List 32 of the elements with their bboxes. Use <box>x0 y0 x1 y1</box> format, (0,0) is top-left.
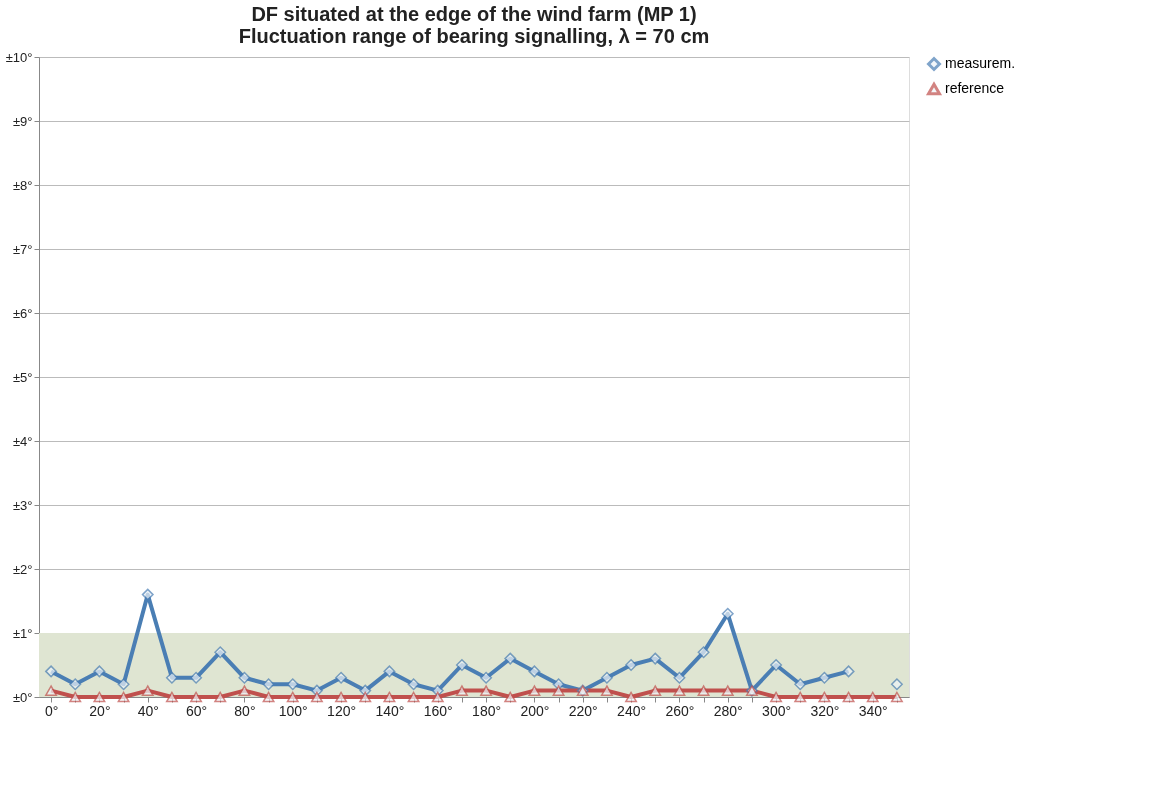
x-tick-label: 340° <box>858 702 888 719</box>
x-tick-label: 120° <box>327 702 357 719</box>
x-tick-label: 200° <box>520 702 550 719</box>
x-tick-label: 320° <box>810 702 840 719</box>
y-tick-label: ±6° <box>12 305 33 321</box>
y-tick-label: ±8° <box>12 177 33 193</box>
y-tick-label: ±4° <box>12 433 33 449</box>
x-tick-label: 300° <box>762 702 792 719</box>
x-tick-label: 220° <box>568 702 598 719</box>
y-tick-label: ±1° <box>12 625 33 641</box>
y-tick-label: ±5° <box>12 369 33 385</box>
x-tick-label: 80° <box>234 702 256 719</box>
chart-title: DF situated at the edge of the wind farm (MP 1) Fluctuation range of bearing signalling, λ = 70 cm <box>238 3 710 47</box>
y-tick-label: ±7° <box>12 241 33 257</box>
x-tick-label: 160° <box>423 702 453 719</box>
x-tick-label: 20° <box>89 702 111 719</box>
y-tick-label: ±2° <box>12 561 33 577</box>
x-tick-label: 100° <box>278 702 308 719</box>
y-tick-label: ±0° <box>12 689 33 705</box>
y-tick-label: ±9° <box>12 113 33 129</box>
x-tick-label: 260° <box>665 702 695 719</box>
x-tick-label: 0° <box>44 702 59 719</box>
x-tick-label: 240° <box>617 702 647 719</box>
legend-label: reference <box>945 80 1005 96</box>
x-tick-label: 40° <box>137 702 159 719</box>
legend-label: measurem. <box>945 55 1016 71</box>
y-tick-label: ±10° <box>5 49 33 65</box>
x-tick-label: 180° <box>472 702 502 719</box>
x-tick-label: 140° <box>375 702 405 719</box>
x-tick-label: 60° <box>186 702 208 719</box>
x-tick-label: 280° <box>713 702 743 719</box>
y-tick-label: ±3° <box>12 497 33 513</box>
